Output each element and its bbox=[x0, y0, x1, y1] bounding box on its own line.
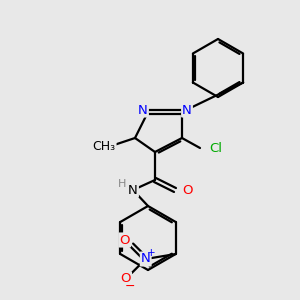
Text: Cl: Cl bbox=[209, 142, 222, 155]
Text: +: + bbox=[147, 248, 156, 258]
Text: O: O bbox=[121, 272, 131, 286]
Text: O: O bbox=[182, 184, 193, 197]
Text: N: N bbox=[141, 253, 151, 266]
Text: H: H bbox=[118, 179, 126, 189]
Text: N: N bbox=[182, 103, 192, 116]
Text: N: N bbox=[128, 184, 138, 196]
Text: O: O bbox=[119, 233, 130, 247]
Text: N: N bbox=[138, 103, 148, 116]
Text: CH₃: CH₃ bbox=[92, 140, 116, 152]
Text: −: − bbox=[124, 280, 135, 292]
